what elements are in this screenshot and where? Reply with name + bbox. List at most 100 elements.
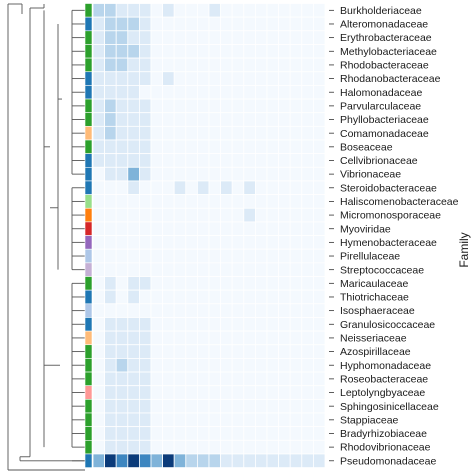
heatmap-cell (278, 344, 291, 359)
heatmap-cell (220, 194, 233, 209)
heatmap-cell (150, 125, 164, 141)
heatmap-cell (185, 357, 198, 373)
heatmap-cell (138, 276, 152, 291)
heatmap-cell (208, 57, 222, 73)
heatmap-cell (138, 303, 152, 318)
heatmap-cell (289, 398, 303, 414)
heatmap-cell (185, 385, 198, 400)
heatmap-cell (173, 385, 187, 400)
heatmap-cell (115, 166, 129, 182)
heatmap-cell (150, 317, 164, 332)
heatmap-cell (243, 85, 256, 100)
heatmap-cell (208, 248, 222, 264)
row-label: Erythrobacteraceae (340, 32, 432, 44)
heatmap-cell (104, 112, 117, 127)
heatmap-cell (92, 262, 106, 277)
heatmap-cell (289, 44, 303, 59)
heatmap-cell (196, 262, 210, 277)
heatmap-cell (150, 180, 164, 195)
annotation-cell (84, 3, 93, 18)
annotation-cell (84, 262, 93, 277)
heatmap-cell (185, 398, 198, 414)
heatmap-cell (231, 125, 245, 141)
heatmap-cell (104, 289, 117, 305)
heatmap-cell (254, 207, 268, 223)
heatmap-cell (127, 112, 140, 127)
heatmap-cell (301, 317, 314, 332)
heatmap-cell (104, 125, 117, 141)
heatmap-cell (150, 398, 164, 414)
heatmap-cell (162, 426, 175, 441)
heatmap-cell (127, 412, 140, 428)
heatmap-cell (196, 194, 210, 209)
heatmap-cell (104, 85, 117, 100)
heatmap-cell (278, 57, 291, 73)
heatmap-cell (231, 303, 245, 318)
annotation-cell (84, 371, 93, 386)
annotation-cell (84, 30, 93, 45)
heatmap-cell (254, 248, 268, 264)
heatmap-cell (138, 439, 152, 455)
row-label: Hyphomonadaceae (340, 360, 431, 372)
heatmap-cell (220, 262, 233, 277)
heatmap-cell (231, 180, 245, 195)
heatmap-cell (301, 439, 314, 455)
heatmap-cell (150, 248, 164, 264)
heatmap-cell (115, 112, 129, 127)
heatmap-cell (254, 57, 268, 73)
heatmap-cell (266, 30, 280, 45)
heatmap-cell (231, 166, 245, 182)
heatmap-cell (220, 71, 233, 86)
heatmap-cell (127, 207, 140, 223)
heatmap-cell (278, 85, 291, 100)
heatmap-cell (162, 166, 175, 182)
heatmap-cell (92, 207, 106, 223)
heatmap-cell (162, 180, 175, 195)
heatmap-cell (289, 303, 303, 318)
heatmap-cell (150, 344, 164, 359)
heatmap-cell (278, 398, 291, 414)
heatmap-cell (150, 3, 164, 18)
heatmap-cell (254, 276, 268, 291)
heatmap-cell (127, 357, 140, 373)
heatmap-cell (278, 125, 291, 141)
heatmap-cell (289, 344, 303, 359)
heatmap-cell (104, 276, 117, 291)
heatmap-cell (185, 235, 198, 250)
heatmap-cell (173, 453, 187, 469)
heatmap-cell (150, 262, 164, 277)
annotation-cell (84, 453, 93, 468)
heatmap-cell (150, 112, 164, 127)
heatmap-cell (312, 303, 326, 318)
heatmap-cell (231, 412, 245, 428)
heatmap-cell (150, 194, 164, 209)
row-label: Micromonosporaceae (340, 210, 441, 222)
heatmap-cell (127, 166, 140, 182)
heatmap-cell (312, 221, 326, 236)
heatmap-cell (173, 44, 187, 59)
heatmap-cell (266, 317, 280, 332)
heatmap-cell (196, 180, 210, 195)
heatmap-cell (92, 453, 106, 469)
heatmap-cell (301, 139, 314, 155)
heatmap-cell (254, 426, 268, 441)
heatmap-cell (196, 44, 210, 59)
heatmap-cell (278, 453, 291, 469)
heatmap-cell (185, 166, 198, 182)
heatmap-cell (289, 194, 303, 209)
row-labels: Burkholderiaceae AlteromonadaceaeErythrob… (329, 5, 459, 467)
heatmap-cell (92, 112, 106, 127)
heatmap-cell (162, 125, 175, 141)
heatmap-cell (185, 3, 198, 18)
heatmap-cell (220, 439, 233, 455)
heatmap-cell (127, 125, 140, 141)
heatmap-cell (115, 357, 129, 373)
heatmap-cell (231, 85, 245, 100)
heatmap-cell (115, 317, 129, 332)
heatmap-cell (301, 330, 314, 346)
heatmap-cell (162, 398, 175, 414)
heatmap-cell (162, 357, 175, 373)
annotation-cell (84, 412, 93, 427)
heatmap-cell (243, 139, 256, 155)
heatmap-cell (289, 125, 303, 141)
